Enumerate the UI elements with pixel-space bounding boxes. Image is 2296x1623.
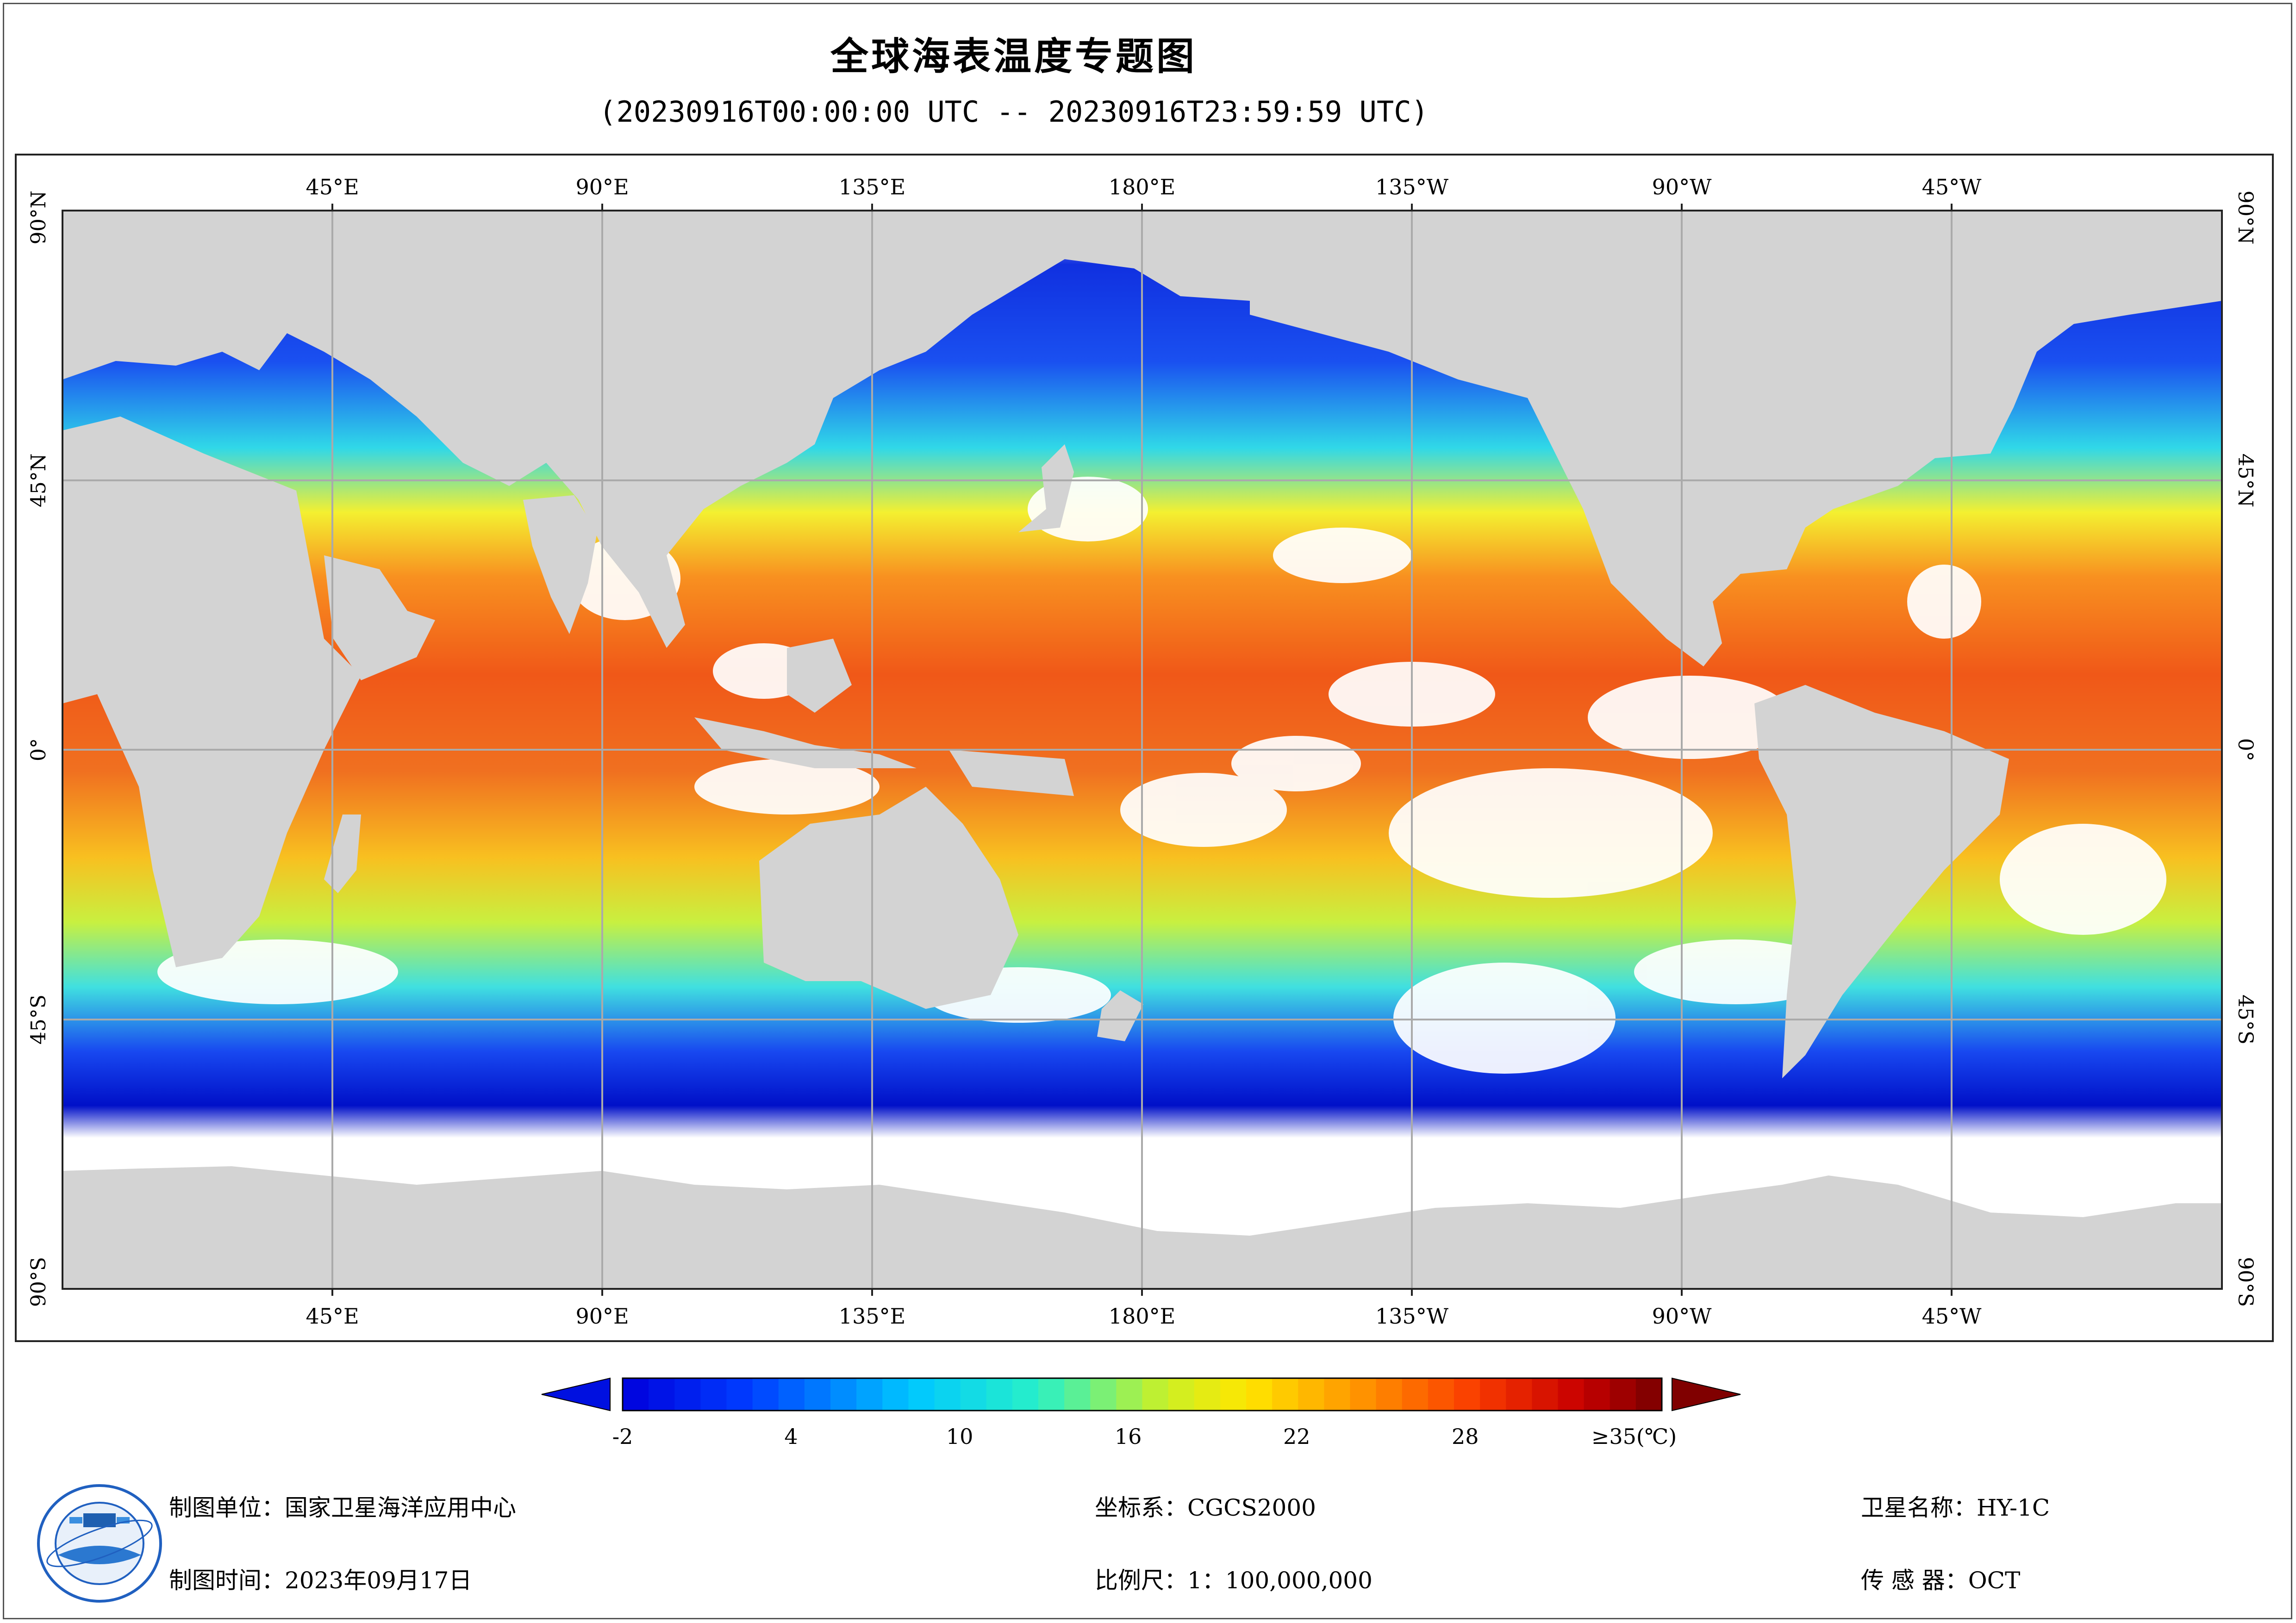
lat-label-right: 45°N bbox=[2234, 454, 2257, 508]
no-data-patches bbox=[157, 477, 2166, 1074]
scale-label: 比例尺：1：100,000,000 bbox=[1095, 1567, 1373, 1594]
lat-label-right: 45°S bbox=[2234, 995, 2257, 1045]
nsoas-logo bbox=[37, 1484, 162, 1603]
lon-label-bottom: 135°E bbox=[839, 1304, 905, 1329]
lat-label-right: 90°N bbox=[2234, 191, 2257, 245]
lon-label-top: 135°W bbox=[1375, 174, 1449, 199]
map-frame bbox=[15, 154, 2274, 1342]
graticule bbox=[62, 211, 2222, 1289]
borneo bbox=[787, 639, 852, 713]
lat-label-right: 90°S bbox=[2234, 1257, 2257, 1307]
lon-label-bottom: 180°E bbox=[1109, 1304, 1175, 1329]
sensor-label: 传 感 器：OCT bbox=[1861, 1567, 2021, 1594]
tick-marks bbox=[331, 204, 1953, 1296]
lon-label-top: 90°W bbox=[1652, 174, 1712, 199]
page-title: 全球海表温度专题图 bbox=[830, 35, 1197, 79]
lon-label-bottom: 45°E bbox=[306, 1304, 359, 1329]
org-label: 制图单位：国家卫星海洋应用中心 bbox=[169, 1494, 516, 1521]
time-label: 制图时间：2023年09月17日 bbox=[169, 1567, 472, 1594]
lat-label-left: 90°S bbox=[27, 1257, 50, 1307]
lon-label-bottom: 45°W bbox=[1922, 1304, 1982, 1329]
lon-label-top: 90°E bbox=[575, 174, 629, 199]
lat-label-left: 0° bbox=[27, 738, 50, 761]
time-range-subtitle: (20230916T00:00:00 UTC -- 20230916T23:59… bbox=[599, 95, 1429, 129]
lon-label-bottom: 135°W bbox=[1375, 1304, 1449, 1329]
eurasia bbox=[62, 211, 1250, 648]
lon-label-bottom: 90°W bbox=[1652, 1304, 1712, 1329]
page-border bbox=[3, 3, 2292, 1619]
lat-label-left: 45°N bbox=[27, 454, 50, 508]
map-body bbox=[62, 211, 2222, 1289]
lat-label-left: 90°N bbox=[27, 191, 50, 245]
australia bbox=[759, 787, 1018, 1009]
lat-label-right: 0° bbox=[2234, 738, 2257, 761]
satellite-label: 卫星名称：HY-1C bbox=[1861, 1494, 2050, 1521]
new-zealand bbox=[1097, 990, 1143, 1041]
lon-label-bottom: 90°E bbox=[575, 1304, 629, 1329]
greenland bbox=[1898, 218, 2083, 333]
japan bbox=[1018, 444, 1074, 532]
lon-label-top: 45°W bbox=[1922, 174, 1982, 199]
new-guinea bbox=[949, 750, 1074, 796]
south-america bbox=[1754, 685, 2009, 1078]
lon-label-top: 180°E bbox=[1109, 174, 1175, 199]
africa bbox=[62, 417, 361, 967]
lon-label-top: 135°E bbox=[839, 174, 905, 199]
arabia bbox=[324, 555, 435, 680]
indonesia bbox=[694, 717, 917, 768]
crs-label: 坐标系：CGCS2000 bbox=[1095, 1494, 1316, 1521]
lat-label-left: 45°S bbox=[27, 995, 50, 1045]
lon-label-top: 45°E bbox=[306, 174, 359, 199]
india bbox=[523, 495, 597, 634]
